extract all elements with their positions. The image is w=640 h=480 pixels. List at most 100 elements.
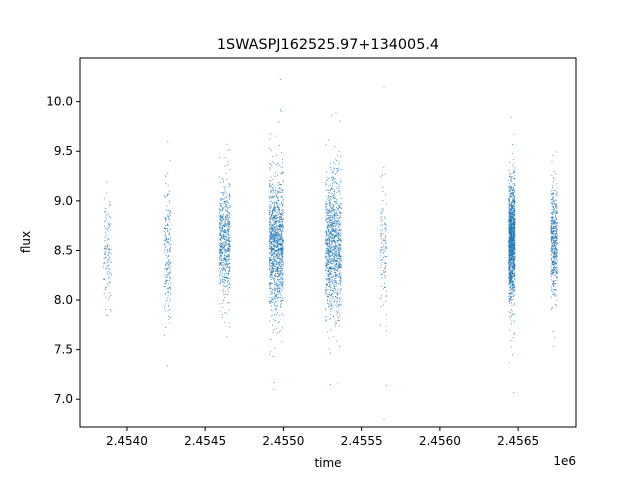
data-point: [333, 253, 335, 255]
data-point: [276, 220, 278, 222]
data-point: [280, 224, 282, 227]
data-point: [330, 188, 332, 190]
data-point: [168, 275, 170, 277]
data-point: [328, 271, 330, 273]
data-point: [331, 250, 333, 252]
data-point: [334, 257, 336, 259]
data-point: [508, 278, 511, 280]
data-point: [165, 225, 167, 227]
data-point: [325, 231, 327, 233]
data-point: [224, 156, 226, 158]
data-point: [328, 261, 330, 263]
data-point: [270, 338, 272, 341]
data-point: [551, 246, 553, 248]
data-point: [330, 212, 332, 214]
data-point: [108, 249, 110, 251]
data-point: [169, 288, 171, 290]
data-point: [325, 287, 327, 289]
data-point: [270, 260, 272, 262]
data-point: [273, 215, 275, 217]
data-point: [511, 248, 513, 250]
data-point: [225, 223, 227, 225]
data-point: [385, 295, 387, 297]
data-point: [332, 288, 334, 290]
data-point: [280, 252, 282, 254]
data-point: [168, 266, 171, 268]
data-point: [269, 197, 271, 199]
data-point: [221, 227, 224, 229]
data-point: [282, 214, 284, 217]
data-point: [278, 248, 280, 250]
data-point: [274, 229, 276, 231]
data-point: [278, 213, 280, 216]
data-point: [225, 191, 227, 193]
data-point: [281, 209, 283, 211]
data-point: [219, 258, 221, 260]
data-point: [329, 196, 332, 198]
data-point: [226, 178, 228, 180]
data-point: [274, 191, 276, 193]
data-point: [274, 206, 277, 209]
data-point: [328, 277, 330, 279]
data-point: [273, 260, 275, 262]
data-point: [332, 284, 335, 286]
data-point: [327, 195, 330, 197]
data-point: [274, 226, 276, 228]
data-point: [270, 242, 272, 244]
data-point: [385, 194, 387, 196]
data-point: [509, 292, 511, 294]
data-point: [332, 172, 334, 174]
data-point: [326, 238, 328, 240]
data-point: [328, 217, 330, 219]
data-point: [337, 226, 339, 228]
data-point: [165, 277, 167, 279]
data-point: [331, 184, 333, 186]
data-point: [280, 229, 282, 231]
data-point: [336, 186, 338, 188]
data-point: [272, 197, 274, 199]
data-point: [332, 196, 334, 199]
data-point: [512, 286, 514, 288]
data-point: [169, 287, 172, 289]
data-point: [512, 242, 514, 244]
data-point: [277, 245, 279, 248]
data-point: [508, 190, 510, 192]
data-point: [269, 221, 271, 223]
data-point: [509, 315, 511, 318]
data-point: [105, 286, 107, 288]
data-point: [337, 294, 339, 296]
data-point: [552, 266, 554, 268]
data-point: [274, 275, 276, 277]
data-point: [328, 285, 330, 287]
data-point: [106, 268, 108, 270]
data-point: [228, 254, 230, 256]
data-point: [103, 292, 105, 295]
data-point: [385, 235, 387, 237]
data-point: [333, 296, 335, 298]
data-point: [514, 217, 516, 219]
data-point: [109, 224, 111, 226]
data-point: [379, 266, 381, 269]
data-point: [328, 197, 330, 199]
data-point: [510, 232, 512, 234]
data-point: [229, 206, 231, 208]
data-point: [508, 230, 510, 232]
data-point: [221, 278, 223, 280]
data-point: [108, 214, 110, 216]
data-point: [276, 203, 278, 205]
data-point: [508, 197, 510, 199]
data-point: [330, 270, 332, 272]
data-point: [514, 242, 516, 244]
data-point: [167, 229, 169, 231]
data-point: [282, 282, 284, 284]
data-point: [229, 270, 231, 272]
data-point: [336, 274, 338, 276]
data-point: [109, 282, 111, 284]
data-point: [219, 273, 221, 275]
data-point: [384, 251, 386, 253]
data-point: [509, 216, 511, 218]
data-point: [326, 241, 328, 243]
data-point: [509, 273, 511, 275]
data-point: [273, 245, 275, 247]
data-point: [511, 249, 513, 251]
